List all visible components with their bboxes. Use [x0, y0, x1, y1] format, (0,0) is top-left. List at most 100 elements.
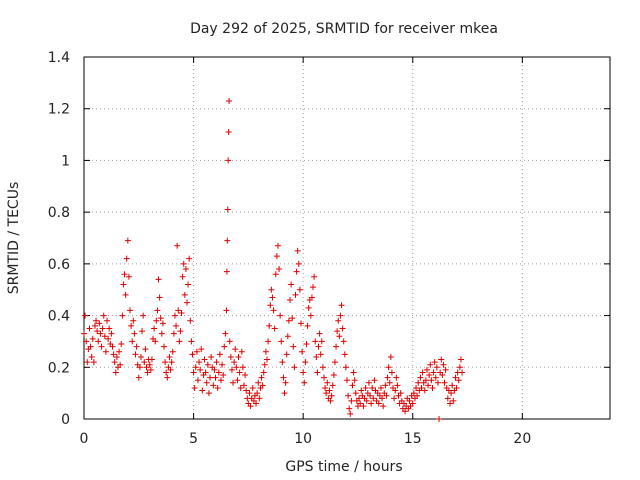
- data-point: [284, 333, 291, 340]
- data-point: [144, 369, 151, 376]
- data-point: [383, 392, 390, 399]
- data-point: [336, 333, 343, 340]
- data-point: [432, 374, 439, 381]
- data-point: [122, 291, 129, 298]
- data-point: [453, 384, 460, 391]
- data-point: [179, 273, 186, 280]
- data-point: [226, 97, 233, 104]
- data-point: [334, 328, 341, 335]
- data-points: [81, 97, 466, 422]
- data-point: [442, 366, 449, 373]
- data-point: [176, 338, 183, 345]
- data-point: [272, 271, 279, 278]
- data-point: [109, 343, 116, 350]
- x-tick-label: 10: [294, 431, 312, 447]
- data-point: [310, 284, 317, 291]
- data-point: [100, 312, 107, 319]
- data-point: [141, 359, 148, 366]
- data-point: [154, 307, 161, 314]
- data-point: [360, 403, 367, 410]
- y-tick-label: 1.2: [48, 102, 70, 118]
- data-point: [156, 294, 163, 301]
- data-point: [177, 328, 184, 335]
- data-point: [281, 390, 288, 397]
- data-point: [440, 361, 447, 368]
- data-point: [421, 387, 428, 394]
- data-point: [338, 302, 345, 309]
- data-point: [271, 325, 278, 332]
- data-point: [132, 351, 139, 358]
- data-point: [155, 276, 162, 283]
- data-point: [333, 343, 340, 350]
- data-point: [349, 382, 356, 389]
- data-point: [293, 268, 300, 275]
- data-point: [300, 369, 307, 376]
- data-point: [232, 346, 239, 353]
- data-point: [127, 307, 134, 314]
- data-point: [133, 343, 140, 350]
- chart-title: Day 292 of 2025, SRMTID for receiver mke…: [190, 21, 498, 37]
- data-point: [417, 374, 424, 381]
- data-point: [182, 266, 189, 273]
- data-point: [253, 400, 260, 407]
- data-point: [125, 273, 132, 280]
- data-point: [387, 353, 394, 360]
- data-point: [348, 397, 355, 404]
- data-point: [193, 348, 200, 355]
- data-point: [365, 379, 372, 386]
- data-point: [288, 281, 295, 288]
- data-point: [87, 343, 94, 350]
- data-point: [350, 369, 357, 376]
- data-point: [174, 242, 181, 249]
- data-point: [167, 366, 174, 373]
- data-point: [450, 397, 457, 404]
- data-point: [439, 372, 446, 379]
- data-point: [216, 351, 223, 358]
- data-point: [433, 364, 440, 371]
- data-point: [208, 353, 215, 360]
- data-point: [131, 330, 138, 337]
- data-point: [123, 255, 130, 262]
- data-point: [117, 361, 124, 368]
- data-point: [237, 384, 244, 391]
- data-point: [233, 364, 240, 371]
- data-point: [190, 369, 197, 376]
- data-point: [380, 403, 387, 410]
- data-point: [377, 384, 384, 391]
- data-point: [331, 359, 338, 366]
- data-point: [436, 416, 443, 422]
- data-point: [323, 390, 330, 397]
- data-point: [188, 338, 195, 345]
- data-point: [269, 294, 276, 301]
- data-point: [294, 247, 301, 254]
- data-point: [136, 364, 143, 371]
- data-point: [202, 369, 209, 376]
- data-point: [379, 395, 386, 402]
- data-point: [249, 384, 256, 391]
- data-point: [221, 343, 228, 350]
- data-point: [427, 361, 434, 368]
- y-tick-label: 0.2: [48, 360, 70, 376]
- data-point: [135, 374, 142, 381]
- data-point: [184, 299, 191, 306]
- data-point: [345, 392, 352, 399]
- data-point: [285, 317, 292, 324]
- y-tick-label: 0.6: [48, 257, 70, 273]
- data-point: [279, 359, 286, 366]
- data-point: [158, 330, 165, 337]
- data-point: [444, 395, 451, 402]
- data-point: [270, 307, 277, 314]
- data-point: [210, 382, 217, 389]
- data-point: [449, 382, 456, 389]
- data-point: [452, 374, 459, 381]
- data-point: [305, 304, 312, 311]
- data-point: [119, 312, 126, 319]
- data-point: [326, 387, 333, 394]
- data-point: [234, 377, 241, 384]
- data-point: [146, 361, 153, 368]
- data-point: [207, 374, 214, 381]
- data-point: [385, 364, 392, 371]
- data-point: [315, 343, 322, 350]
- data-point: [314, 369, 321, 376]
- data-point: [419, 369, 426, 376]
